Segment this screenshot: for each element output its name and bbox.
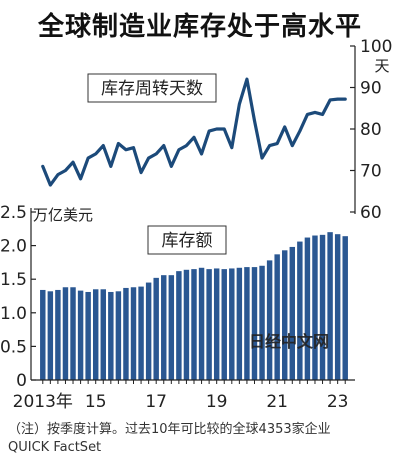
bar <box>251 267 258 380</box>
bar <box>304 237 311 380</box>
chart-canvas: 日经中文网 0 0.5 1.0 1.5 2.0 2.5 60 70 80 90 100 2013年… <box>0 37 392 410</box>
bar <box>92 289 99 380</box>
bar <box>266 260 273 380</box>
bar <box>244 267 250 380</box>
bar <box>183 269 190 380</box>
bar <box>319 234 326 380</box>
bar <box>47 291 54 380</box>
bar <box>191 269 197 380</box>
left-axis-tick-label: 2.0 <box>0 237 27 257</box>
bar <box>236 267 243 380</box>
bar <box>100 289 106 380</box>
bar <box>206 269 212 380</box>
bar <box>259 265 265 380</box>
bar <box>274 254 280 380</box>
bar <box>153 277 159 380</box>
bar-label: 库存额 <box>162 231 213 251</box>
line-label: 库存周转天数 <box>101 79 203 99</box>
bar <box>342 236 348 380</box>
right-axis-tick-label: 90 <box>360 79 382 99</box>
left-y-axis: 0 0.5 1.0 1.5 2.0 2.5 <box>0 203 36 391</box>
left-axis-tick-label: 1.0 <box>0 304 27 324</box>
bar <box>327 232 333 380</box>
right-axis-tick-label: 80 <box>360 120 382 140</box>
footnote: （注）按季度计算。过去10年可比较的全球4353家企业 <box>8 422 331 437</box>
left-axis-tick-label: 0.5 <box>0 337 27 357</box>
bar <box>77 290 84 380</box>
x-axis-tick-label: 2013年 <box>13 392 73 410</box>
bar <box>40 289 46 380</box>
right-axis-tick-label: 60 <box>360 203 382 223</box>
bar <box>108 291 114 380</box>
bar <box>62 287 69 380</box>
right-y-axis: 60 70 80 90 100 <box>350 37 392 223</box>
bar-label-box <box>147 225 227 255</box>
x-axis-tick-label: 17 <box>145 392 167 410</box>
bar <box>145 282 152 380</box>
x-axis-tick-label: 15 <box>85 392 107 410</box>
bar <box>161 275 167 380</box>
bar <box>198 267 205 380</box>
right-axis-tick-label: 70 <box>360 162 382 182</box>
left-axis-unit: 万亿美元 <box>33 206 93 224</box>
left-axis-tick-label: 0 <box>16 371 27 391</box>
bar <box>297 241 303 380</box>
bar <box>130 287 137 380</box>
chart-title: 全球制造业库存处于高水平 <box>37 12 362 42</box>
bar <box>138 286 144 380</box>
x-axis-tick-label: 21 <box>266 392 288 410</box>
bar <box>70 287 76 380</box>
left-axis-tick-label: 2.5 <box>0 203 27 223</box>
right-axis-unit: 天 <box>374 57 389 75</box>
watermark: 日经中文网 <box>249 332 329 351</box>
right-axis-tick-label: 100 <box>360 37 392 57</box>
bar <box>334 234 341 380</box>
source-note: QUICK FactSet <box>8 440 102 455</box>
bar <box>85 291 91 380</box>
bar <box>55 289 61 380</box>
bar <box>115 291 122 380</box>
bar <box>312 235 318 380</box>
bar <box>123 287 129 380</box>
bar <box>213 268 220 380</box>
bar-series-inventory-value <box>40 232 348 380</box>
bar <box>289 246 296 380</box>
x-axis: 2013年 15 17 19 21 23 <box>13 379 355 410</box>
bar <box>229 268 235 380</box>
bar <box>168 275 175 380</box>
x-axis-tick-label: 23 <box>327 392 349 410</box>
left-axis-tick-label: 1.5 <box>0 270 27 290</box>
line-series-inventory-days <box>41 77 347 187</box>
x-axis-tick-label: 19 <box>206 392 228 410</box>
line-label-box <box>87 73 217 103</box>
bar <box>282 250 288 380</box>
bar <box>221 269 227 380</box>
bar <box>176 271 182 380</box>
